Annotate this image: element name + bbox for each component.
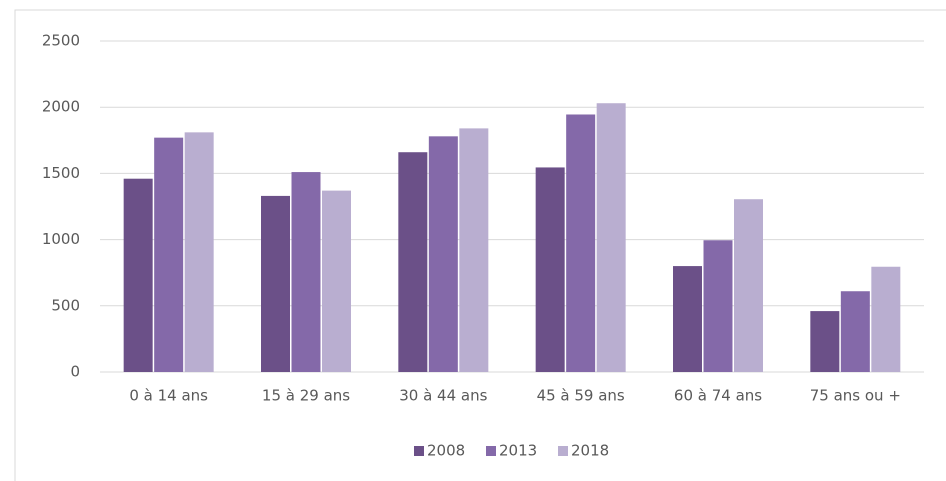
bar <box>596 103 626 372</box>
y-tick-label: 1000 <box>42 230 80 248</box>
x-tick-label: 15 à 29 ans <box>262 387 350 405</box>
bar <box>840 291 870 372</box>
chart-frame <box>14 9 946 481</box>
y-tick-label: 1500 <box>42 164 80 182</box>
legend-label: 2008 <box>427 442 465 460</box>
x-tick-label: 75 ans ou + <box>810 387 901 405</box>
bar <box>871 266 901 372</box>
x-tick-label: 30 à 44 ans <box>399 387 487 405</box>
bar <box>535 167 565 372</box>
bar <box>810 311 840 372</box>
y-tick-label: 2500 <box>42 32 80 50</box>
bar <box>123 178 153 372</box>
x-tick-label: 0 à 14 ans <box>129 387 208 405</box>
x-tick-label: 60 à 74 ans <box>674 387 762 405</box>
bar <box>261 195 290 372</box>
legend-label: 2013 <box>499 442 537 460</box>
legend-swatch <box>414 446 424 456</box>
bar <box>398 152 428 372</box>
legend-swatch <box>486 446 496 456</box>
y-tick-label: 500 <box>51 296 80 314</box>
bar <box>428 136 458 372</box>
y-tick-label: 2000 <box>42 98 80 116</box>
bar <box>566 114 596 373</box>
bar <box>673 266 702 372</box>
bar <box>703 240 733 372</box>
bar <box>154 137 184 372</box>
x-tick-label: 45 à 59 ans <box>537 387 625 405</box>
bar <box>291 172 321 372</box>
bar <box>184 132 214 372</box>
legend-swatch <box>558 446 568 456</box>
legend-label: 2018 <box>571 442 609 460</box>
bar <box>459 128 489 372</box>
y-tick-label: 0 <box>70 363 80 381</box>
bar <box>322 190 351 372</box>
bar <box>734 199 763 372</box>
